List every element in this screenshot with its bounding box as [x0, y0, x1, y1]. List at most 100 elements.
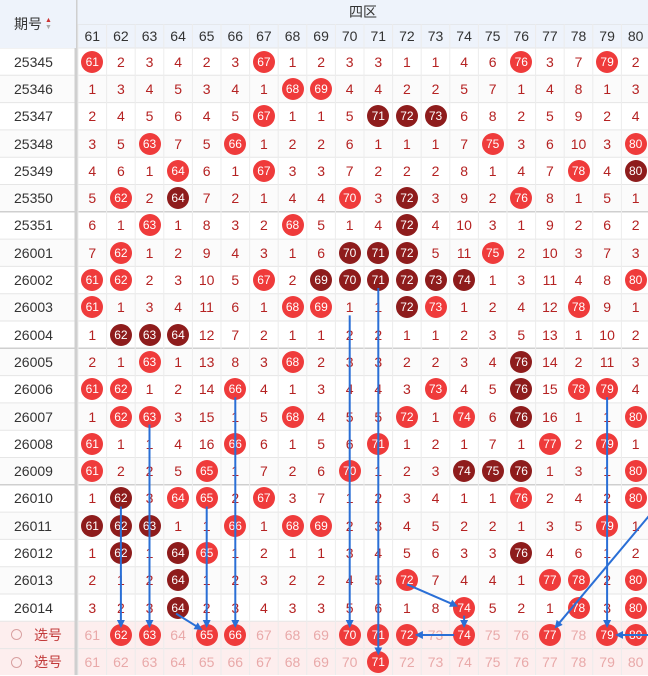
period-cell: 25348 — [14, 135, 53, 152]
miss-count-cell: 1 — [431, 408, 440, 425]
miss-count-cell: 3 — [631, 80, 640, 97]
select-radio[interactable] — [11, 656, 22, 668]
miss-count-cell: 3 — [631, 244, 640, 261]
period-cell: 25347 — [14, 108, 53, 125]
hit-number-ball: 62 — [109, 241, 132, 264]
selected-number-ball[interactable]: 79 — [596, 623, 619, 646]
hit-number-ball: 72 — [395, 296, 418, 319]
selectable-number[interactable]: 70 — [341, 654, 358, 671]
selectable-number[interactable]: 75 — [484, 654, 501, 671]
miss-count-cell: 1 — [116, 299, 125, 316]
hit-number-ball: 70 — [338, 460, 361, 483]
zone-header: 四区 — [78, 0, 648, 24]
selectable-number[interactable]: 66 — [227, 654, 244, 671]
miss-count-cell: 1 — [288, 326, 297, 343]
miss-count-cell: 1 — [174, 353, 182, 370]
selected-number-ball[interactable]: 71 — [367, 651, 390, 674]
selectable-number[interactable]: 61 — [84, 626, 101, 643]
selectable-number[interactable]: 76 — [513, 626, 530, 643]
selectable-number[interactable]: 77 — [542, 654, 558, 671]
selectable-number[interactable]: 68 — [284, 626, 301, 643]
selected-number-ball[interactable]: 66 — [224, 623, 247, 646]
selected-number-ball[interactable]: 74 — [453, 623, 476, 646]
miss-count-cell: 2 — [317, 135, 325, 152]
selectable-number[interactable]: 67 — [256, 654, 272, 671]
miss-count-cell: 7 — [460, 135, 468, 152]
selectable-number[interactable]: 64 — [170, 626, 186, 643]
miss-count-cell: 1 — [631, 435, 640, 452]
selectable-number[interactable]: 73 — [427, 654, 444, 671]
hit-number-ball: 67 — [252, 487, 275, 510]
selectable-number[interactable]: 67 — [256, 626, 272, 643]
hit-number-ball: 76 — [510, 187, 533, 210]
miss-count-cell: 1 — [374, 135, 383, 152]
selectable-number[interactable]: 72 — [399, 654, 415, 671]
selected-number-ball[interactable]: 80 — [624, 623, 647, 646]
select-radio[interactable] — [11, 629, 22, 641]
miss-count-cell: 3 — [488, 326, 497, 343]
miss-count-cell: 3 — [574, 463, 583, 480]
selectable-number[interactable]: 69 — [313, 654, 329, 671]
miss-count-cell: 2 — [259, 545, 268, 562]
hit-number-ball: 71 — [367, 105, 390, 128]
miss-count-cell: 4 — [174, 53, 182, 70]
miss-count-cell: 1 — [402, 135, 411, 152]
hit-number-ball: 79 — [596, 432, 619, 455]
miss-count-cell: 4 — [460, 572, 468, 589]
miss-count-cell: 2 — [259, 217, 268, 234]
miss-count-cell: 3 — [116, 80, 125, 97]
hit-number-ball: 74 — [453, 269, 476, 292]
selected-number-ball[interactable]: 77 — [538, 623, 561, 646]
miss-count-cell: 2 — [603, 108, 611, 125]
miss-count-cell: 5 — [488, 381, 497, 398]
miss-count-cell: 10 — [456, 217, 472, 234]
selected-number-ball[interactable]: 70 — [338, 623, 361, 646]
miss-count-cell: 2 — [431, 80, 440, 97]
miss-count-cell: 3 — [402, 490, 411, 507]
miss-count-cell: 2 — [574, 435, 583, 452]
miss-count-cell: 7 — [345, 162, 354, 179]
selectable-number[interactable]: 69 — [313, 626, 329, 643]
miss-count-cell: 3 — [603, 599, 611, 616]
selectable-number[interactable]: 62 — [113, 654, 129, 671]
sort-up-down-icon[interactable]: ▲ ▼ — [45, 17, 52, 31]
selected-number-ball[interactable]: 63 — [138, 623, 161, 646]
selectable-number[interactable]: 75 — [484, 626, 501, 643]
selected-number-ball[interactable]: 72 — [395, 623, 418, 646]
hit-number-ball: 73 — [424, 105, 447, 128]
miss-count-cell: 1 — [517, 517, 526, 534]
selectable-number[interactable]: 79 — [599, 654, 615, 671]
miss-count-cell: 2 — [317, 572, 325, 589]
miss-count-cell: 1 — [288, 545, 297, 562]
miss-count-cell: 1 — [317, 108, 325, 125]
selectable-number[interactable]: 73 — [427, 626, 444, 643]
selectable-number[interactable]: 78 — [570, 626, 587, 643]
selected-number-ball[interactable]: 65 — [195, 623, 218, 646]
period-header[interactable]: 期号 ▲ ▼ — [0, 0, 76, 48]
selected-number-ball[interactable]: 62 — [109, 623, 132, 646]
miss-count-cell: 1 — [431, 135, 440, 152]
miss-count-cell: 4 — [631, 108, 640, 125]
selectable-number[interactable]: 68 — [284, 654, 301, 671]
selectable-number[interactable]: 74 — [456, 654, 472, 671]
miss-count-cell: 6 — [374, 599, 383, 616]
column-header-number: 61 — [84, 28, 101, 44]
miss-count-cell: 6 — [603, 217, 611, 234]
selectable-number[interactable]: 80 — [627, 654, 644, 671]
selectable-number[interactable]: 61 — [84, 654, 101, 671]
miss-count-cell: 1 — [116, 353, 125, 370]
selectable-number[interactable]: 76 — [513, 654, 530, 671]
selectable-number[interactable]: 65 — [198, 654, 215, 671]
selectable-number[interactable]: 63 — [141, 654, 158, 671]
hit-number-ball: 67 — [252, 105, 275, 128]
selectable-number[interactable]: 78 — [570, 654, 587, 671]
miss-count-cell: 2 — [145, 463, 154, 480]
selectable-number[interactable]: 64 — [170, 654, 186, 671]
hit-number-ball: 62 — [109, 514, 132, 537]
miss-count-cell: 10 — [198, 272, 215, 289]
miss-count-cell: 2 — [116, 463, 125, 480]
miss-count-cell: 2 — [517, 244, 526, 261]
miss-count-cell: 3 — [402, 381, 411, 398]
miss-count-cell: 1 — [402, 326, 411, 343]
hit-number-ball: 79 — [596, 50, 619, 73]
